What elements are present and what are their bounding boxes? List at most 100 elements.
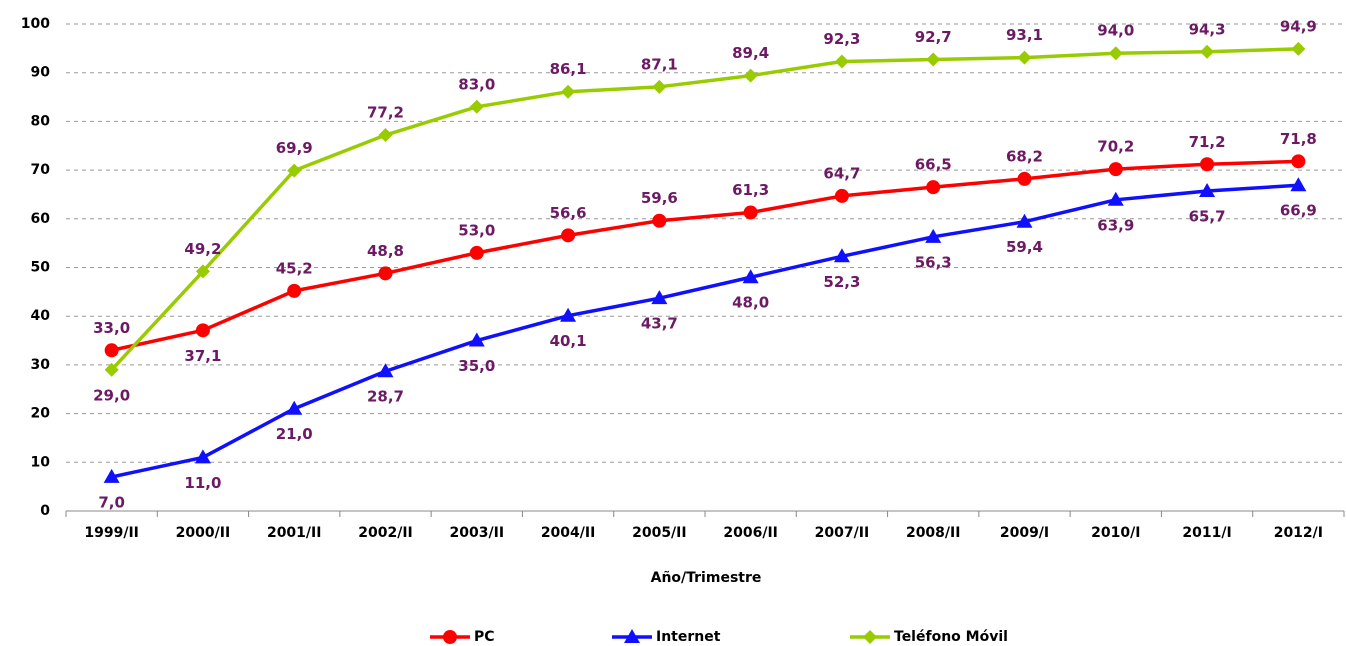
y-tick-label: 20 (31, 406, 51, 422)
data-label: 61,3 (732, 181, 769, 199)
data-label: 66,5 (915, 156, 952, 174)
legend-label: PC (474, 629, 495, 645)
marker (926, 52, 941, 67)
data-label: 71,8 (1280, 130, 1317, 148)
data-label: 94,0 (1097, 22, 1134, 40)
x-tick-label: 2008/II (906, 525, 961, 541)
series-line (111, 183, 1299, 479)
legend-label: Teléfono Móvil (894, 629, 1008, 645)
data-label: 29,0 (93, 386, 130, 404)
x-tick-label: 2001/II (267, 525, 322, 541)
data-label: 71,2 (1189, 133, 1226, 151)
data-label: 66,9 (1280, 202, 1317, 220)
data-label: 35,0 (458, 357, 495, 375)
marker (1200, 157, 1215, 172)
marker (469, 245, 484, 260)
y-tick-label: 80 (31, 113, 51, 129)
marker (443, 630, 457, 644)
marker (468, 332, 485, 347)
marker (1017, 171, 1032, 186)
marker (1017, 50, 1032, 65)
data-label: 48,8 (367, 242, 404, 260)
x-tick-label: 1999/II (84, 525, 139, 541)
marker (561, 84, 576, 99)
y-tick-label: 50 (31, 260, 51, 276)
data-label: 52,3 (823, 273, 860, 291)
marker (624, 629, 640, 643)
x-tick-label: 2002/II (358, 525, 413, 541)
marker (834, 54, 849, 69)
y-tick-label: 100 (21, 16, 50, 32)
marker (652, 213, 667, 228)
series-line (110, 47, 1299, 371)
data-label: 69,9 (276, 139, 313, 157)
marker (378, 266, 393, 281)
x-tick-label: 2012/I (1274, 525, 1323, 541)
marker (742, 269, 759, 284)
marker (1291, 41, 1306, 56)
data-label: 94,3 (1189, 20, 1226, 38)
data-label: 83,0 (458, 75, 495, 93)
marker (104, 343, 119, 358)
marker (195, 323, 210, 338)
x-tick-label: 2009/I (1000, 525, 1049, 541)
marker (1199, 183, 1216, 198)
marker (377, 363, 394, 378)
marker (560, 307, 577, 322)
data-label: 53,0 (458, 221, 495, 239)
data-label: 94,9 (1280, 17, 1317, 35)
data-label: 89,4 (732, 44, 769, 62)
legend-label: Internet (656, 629, 721, 645)
series-line (111, 159, 1299, 352)
x-tick-label: 2006/II (723, 525, 778, 541)
marker (926, 180, 941, 195)
data-label: 40,1 (550, 332, 587, 350)
data-label: 7,0 (98, 493, 125, 511)
data-label: 59,6 (641, 189, 678, 207)
y-tick-label: 90 (31, 65, 51, 81)
data-label: 77,2 (367, 104, 404, 122)
data-label: 33,0 (93, 319, 130, 337)
y-tick-label: 10 (31, 454, 51, 470)
data-label: 45,2 (276, 259, 313, 277)
data-label: 49,2 (184, 240, 221, 258)
y-tick-label: 0 (40, 503, 50, 519)
marker (652, 79, 667, 94)
data-label: 92,3 (823, 30, 860, 48)
x-tick-label: 2011/I (1182, 525, 1231, 541)
marker (863, 630, 877, 644)
marker (743, 205, 758, 220)
data-label: 37,1 (184, 347, 221, 365)
data-label: 56,6 (550, 204, 587, 222)
marker (834, 188, 849, 203)
marker (833, 248, 850, 263)
x-axis-title: Año/Trimestre (651, 570, 762, 586)
marker (194, 449, 211, 464)
data-label: 92,7 (915, 28, 952, 46)
data-label: 28,7 (367, 388, 404, 406)
marker (1291, 154, 1306, 169)
data-label: 56,3 (915, 253, 952, 271)
data-label: 11,0 (184, 474, 221, 492)
x-tick-label: 2005/II (632, 525, 687, 541)
data-label: 48,0 (732, 294, 769, 312)
x-tick-label: 2010/I (1091, 525, 1140, 541)
data-label: 64,7 (823, 164, 860, 182)
data-label: 63,9 (1097, 216, 1134, 234)
data-label: 21,0 (276, 425, 313, 443)
marker (104, 362, 119, 377)
marker (378, 128, 393, 143)
marker (1107, 191, 1124, 206)
marker (1108, 162, 1123, 177)
y-tick-label: 30 (31, 357, 51, 373)
y-tick-label: 60 (31, 211, 51, 227)
marker (287, 163, 302, 178)
marker (1016, 213, 1033, 228)
data-label: 68,2 (1006, 147, 1043, 165)
data-label: 87,1 (641, 55, 678, 73)
marker (651, 290, 668, 305)
marker (286, 400, 303, 415)
marker (743, 68, 758, 83)
x-tick-label: 2007/II (815, 525, 870, 541)
x-tick-label: 2000/II (176, 525, 231, 541)
